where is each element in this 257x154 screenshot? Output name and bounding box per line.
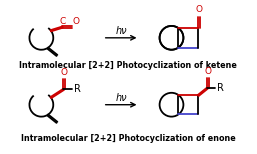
Text: O: O [195,5,202,14]
Text: R: R [74,84,81,94]
Text: hν: hν [115,93,127,103]
Text: O: O [204,67,212,76]
Text: O: O [72,17,79,26]
Text: R: R [217,83,224,93]
Text: Intramolecular [2+2] Photocyclization of ketene: Intramolecular [2+2] Photocyclization of… [20,61,237,70]
Text: C: C [59,17,66,26]
Text: O: O [61,68,68,77]
Text: Intramolecular [2+2] Photocyclization of enone: Intramolecular [2+2] Photocyclization of… [21,134,236,143]
Text: hν: hν [115,26,127,36]
